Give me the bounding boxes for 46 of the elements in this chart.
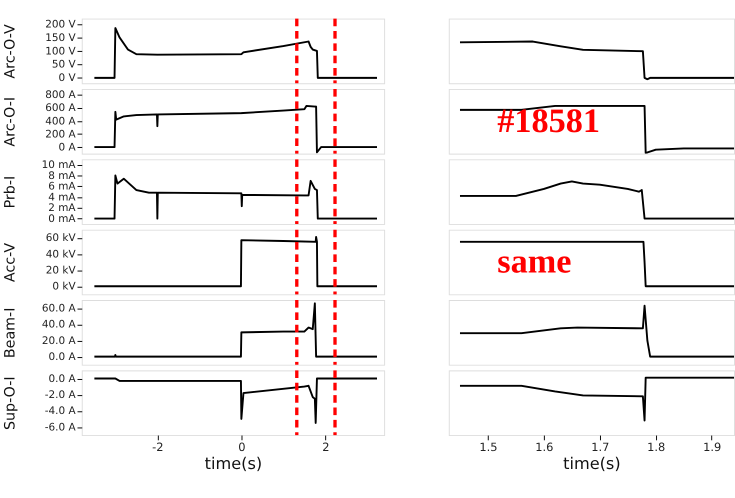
y-tick-label: 0 kV — [52, 280, 76, 293]
x-tick-label: 1.8 — [647, 440, 666, 454]
y-tick-label: 8 mA — [48, 170, 76, 182]
y-axis-title: Acc-V — [2, 242, 19, 282]
y-tick-label: 150 V — [45, 32, 76, 44]
x-tick-label: 1.5 — [479, 440, 498, 454]
y-tick-label: 20.0 A — [42, 334, 76, 347]
y-tick-label: 60 kV — [46, 232, 76, 244]
y-tick-label: 0 V — [58, 72, 76, 84]
y-tick-label: -6.0 A — [44, 421, 76, 434]
y-tick-label: 2 mA — [48, 202, 76, 214]
annotation: #18581 — [497, 102, 600, 140]
y-tick-label: 6 mA — [48, 180, 76, 193]
y-tick-label: -2.0 A — [44, 388, 76, 401]
y-tick-label: 50 V — [52, 58, 76, 71]
y-tick-label: 200 V — [45, 18, 76, 30]
y-tick-label: -4.0 A — [44, 405, 76, 418]
y-tick-label: 0.0 A — [48, 372, 76, 385]
y-tick-label: 0 mA — [48, 212, 76, 225]
y-axis-title: Sup-O-I — [2, 376, 19, 430]
x-tick-label: 1.6 — [535, 440, 554, 454]
y-tick-label: 0 A — [58, 141, 76, 154]
y-tick-label: 600 A — [45, 102, 76, 114]
x-axis-title: time(s) — [204, 454, 262, 473]
y-tick-label: 0.0 A — [48, 350, 76, 363]
y-tick-label: 40.0 A — [42, 318, 76, 331]
y-axis-title: Beam-I — [2, 308, 19, 358]
x-axis-title: time(s) — [563, 454, 621, 473]
x-tick-label: 1.7 — [591, 440, 610, 454]
y-tick-label: 40 kV — [46, 248, 76, 260]
annotation: same — [497, 242, 572, 280]
y-tick-label: 100 V — [45, 45, 76, 58]
x-tick-label: 2 — [322, 440, 330, 454]
x-tick-label: -2 — [152, 440, 164, 454]
y-axis-title: Arc-O-V — [2, 24, 19, 79]
y-tick-label: 10 mA — [42, 159, 76, 172]
y-tick-label: 20 kV — [46, 264, 76, 276]
x-tick-label: 1.9 — [703, 440, 722, 454]
y-tick-label: 400 A — [45, 115, 76, 128]
y-axis-title: Arc-O-I — [2, 96, 19, 147]
y-tick-label: 800 A — [45, 89, 76, 102]
y-axis-title: Prb-I — [2, 176, 19, 208]
y-tick-label: 60.0 A — [42, 302, 76, 314]
x-tick-label: 0 — [238, 440, 246, 454]
y-tick-label: 200 A — [45, 128, 76, 140]
y-tick-label: 4 mA — [48, 191, 76, 204]
